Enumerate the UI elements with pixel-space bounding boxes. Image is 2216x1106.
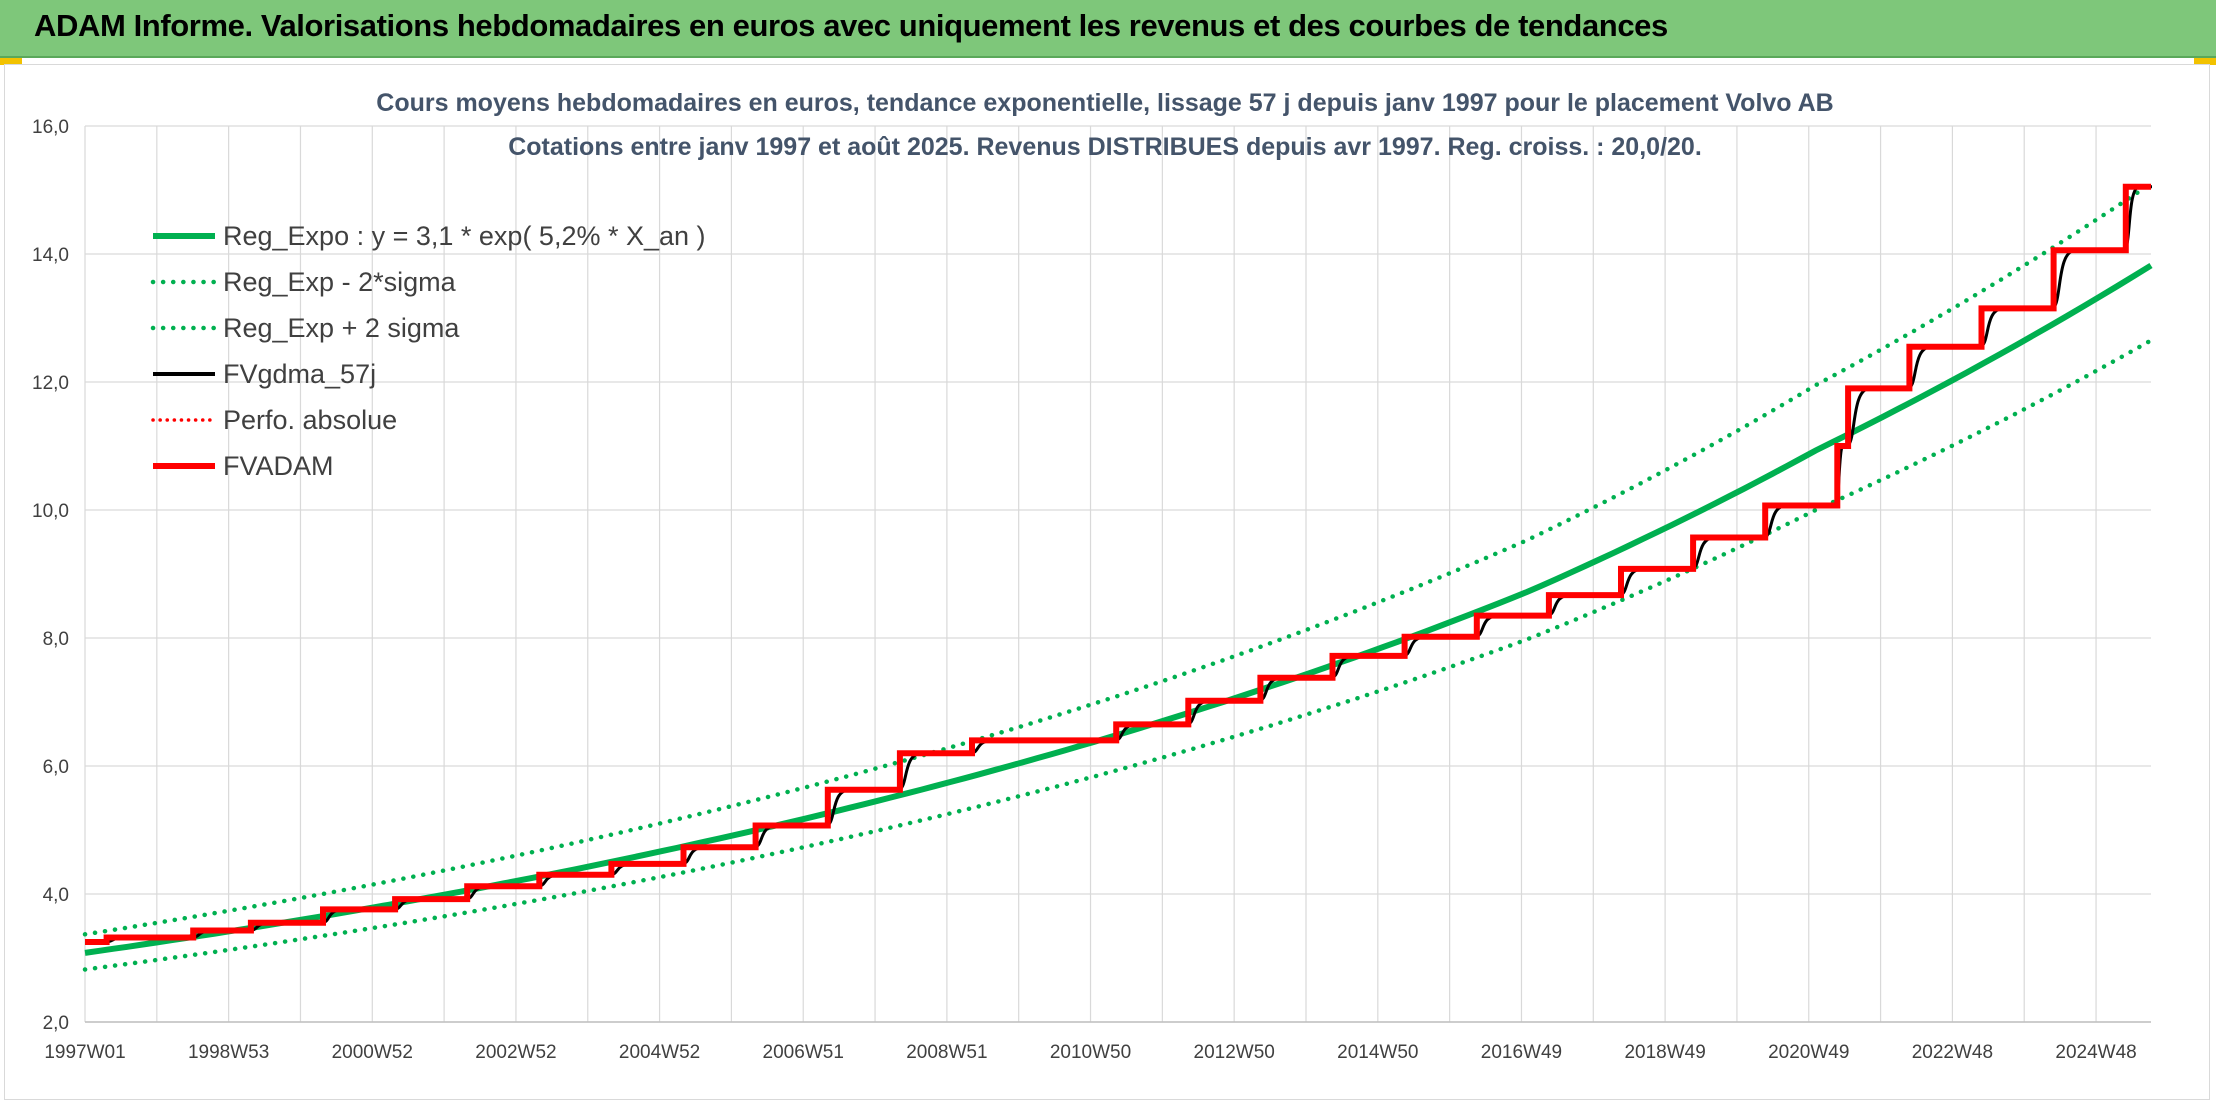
y-tick-label: 10,0 — [32, 501, 69, 522]
header-title: ADAM Informe. Valorisations hebdomadaire… — [34, 8, 1668, 43]
y-tick-label: 12,0 — [32, 373, 69, 394]
axis-labels: 2,0 4,0 6,0 8,0 10,0 12,0 14,0 16,0 1997W01 1998W… — [32, 117, 2137, 1063]
legend-item-perfo: Perfo. absolue — [151, 405, 397, 435]
x-tick-label: 2022W48 — [1912, 1042, 1993, 1063]
legend-item-fvadam: FVADAM — [153, 451, 334, 481]
x-tick-label: 1997W01 — [44, 1042, 125, 1063]
y-tick-label: 8,0 — [43, 629, 69, 650]
chart-svg: Cours moyens hebdomadaires en euros, ten… — [32, 89, 2154, 1063]
series-reg-plus-2sigma — [82, 181, 2154, 937]
x-tick-label: 2018W49 — [1624, 1042, 1705, 1063]
x-tick-label: 2010W50 — [1050, 1042, 1131, 1063]
chart-area: Cours moyens hebdomadaires en euros, ten… — [4, 64, 2210, 1100]
series-fvadam — [85, 183, 2151, 945]
x-tick-label: 2002W52 — [475, 1042, 556, 1063]
legend-label: Reg_Exp + 2 sigma — [223, 313, 460, 343]
legend-label: Reg_Exp - 2*sigma — [223, 267, 457, 297]
series-reg-expo — [84, 262, 2153, 956]
x-tick-label: 2008W51 — [906, 1042, 987, 1063]
x-tick-label: 1998W53 — [188, 1042, 269, 1063]
x-tick-label: 2014W50 — [1337, 1042, 1418, 1063]
legend-item-reg-minus: Reg_Exp - 2*sigma — [150, 267, 457, 297]
legend-item-reg-expo: Reg_Expo : y = 3,1 * exp( 5,2% * X_an ) — [153, 221, 706, 251]
legend-label: FVADAM — [223, 451, 334, 481]
legend-item-fvgdma: FVgdma_57j — [153, 359, 376, 389]
series-fvgdma-57j — [85, 185, 2152, 944]
series-layer — [82, 181, 2154, 972]
legend-label: Reg_Expo : y = 3,1 * exp( 5,2% * X_an ) — [223, 221, 706, 251]
y-tick-label: 4,0 — [43, 885, 69, 906]
x-tick-label: 2012W50 — [1194, 1042, 1275, 1063]
chart-title: Cours moyens hebdomadaires en euros, ten… — [376, 89, 1833, 117]
y-tick-label: 14,0 — [32, 245, 69, 266]
y-tick-label: 6,0 — [43, 757, 69, 778]
y-tick-label: 16,0 — [32, 117, 69, 138]
x-tick-label: 2006W51 — [763, 1042, 844, 1063]
chart-subtitle: Cotations entre janv 1997 et août 2025. … — [508, 133, 1702, 161]
legend-label: FVgdma_57j — [223, 359, 376, 389]
corner-mark-right — [2194, 58, 2216, 65]
legend: Reg_Expo : y = 3,1 * exp( 5,2% * X_an ) R… — [150, 221, 706, 481]
x-tick-label: 2004W52 — [619, 1042, 700, 1063]
x-tick-label: 2020W49 — [1768, 1042, 1849, 1063]
legend-label: Perfo. absolue — [223, 405, 397, 435]
y-tick-label: 2,0 — [43, 1013, 69, 1034]
x-tick-label: 2024W48 — [2055, 1042, 2136, 1063]
x-tick-label: 2000W52 — [332, 1042, 413, 1063]
grid-layer — [84, 125, 2151, 1023]
x-tick-label: 2016W49 — [1481, 1042, 1562, 1063]
header-bar: ADAM Informe. Valorisations hebdomadaire… — [0, 0, 2216, 58]
corner-mark-left — [0, 58, 22, 65]
legend-item-reg-plus: Reg_Exp + 2 sigma — [150, 313, 460, 343]
